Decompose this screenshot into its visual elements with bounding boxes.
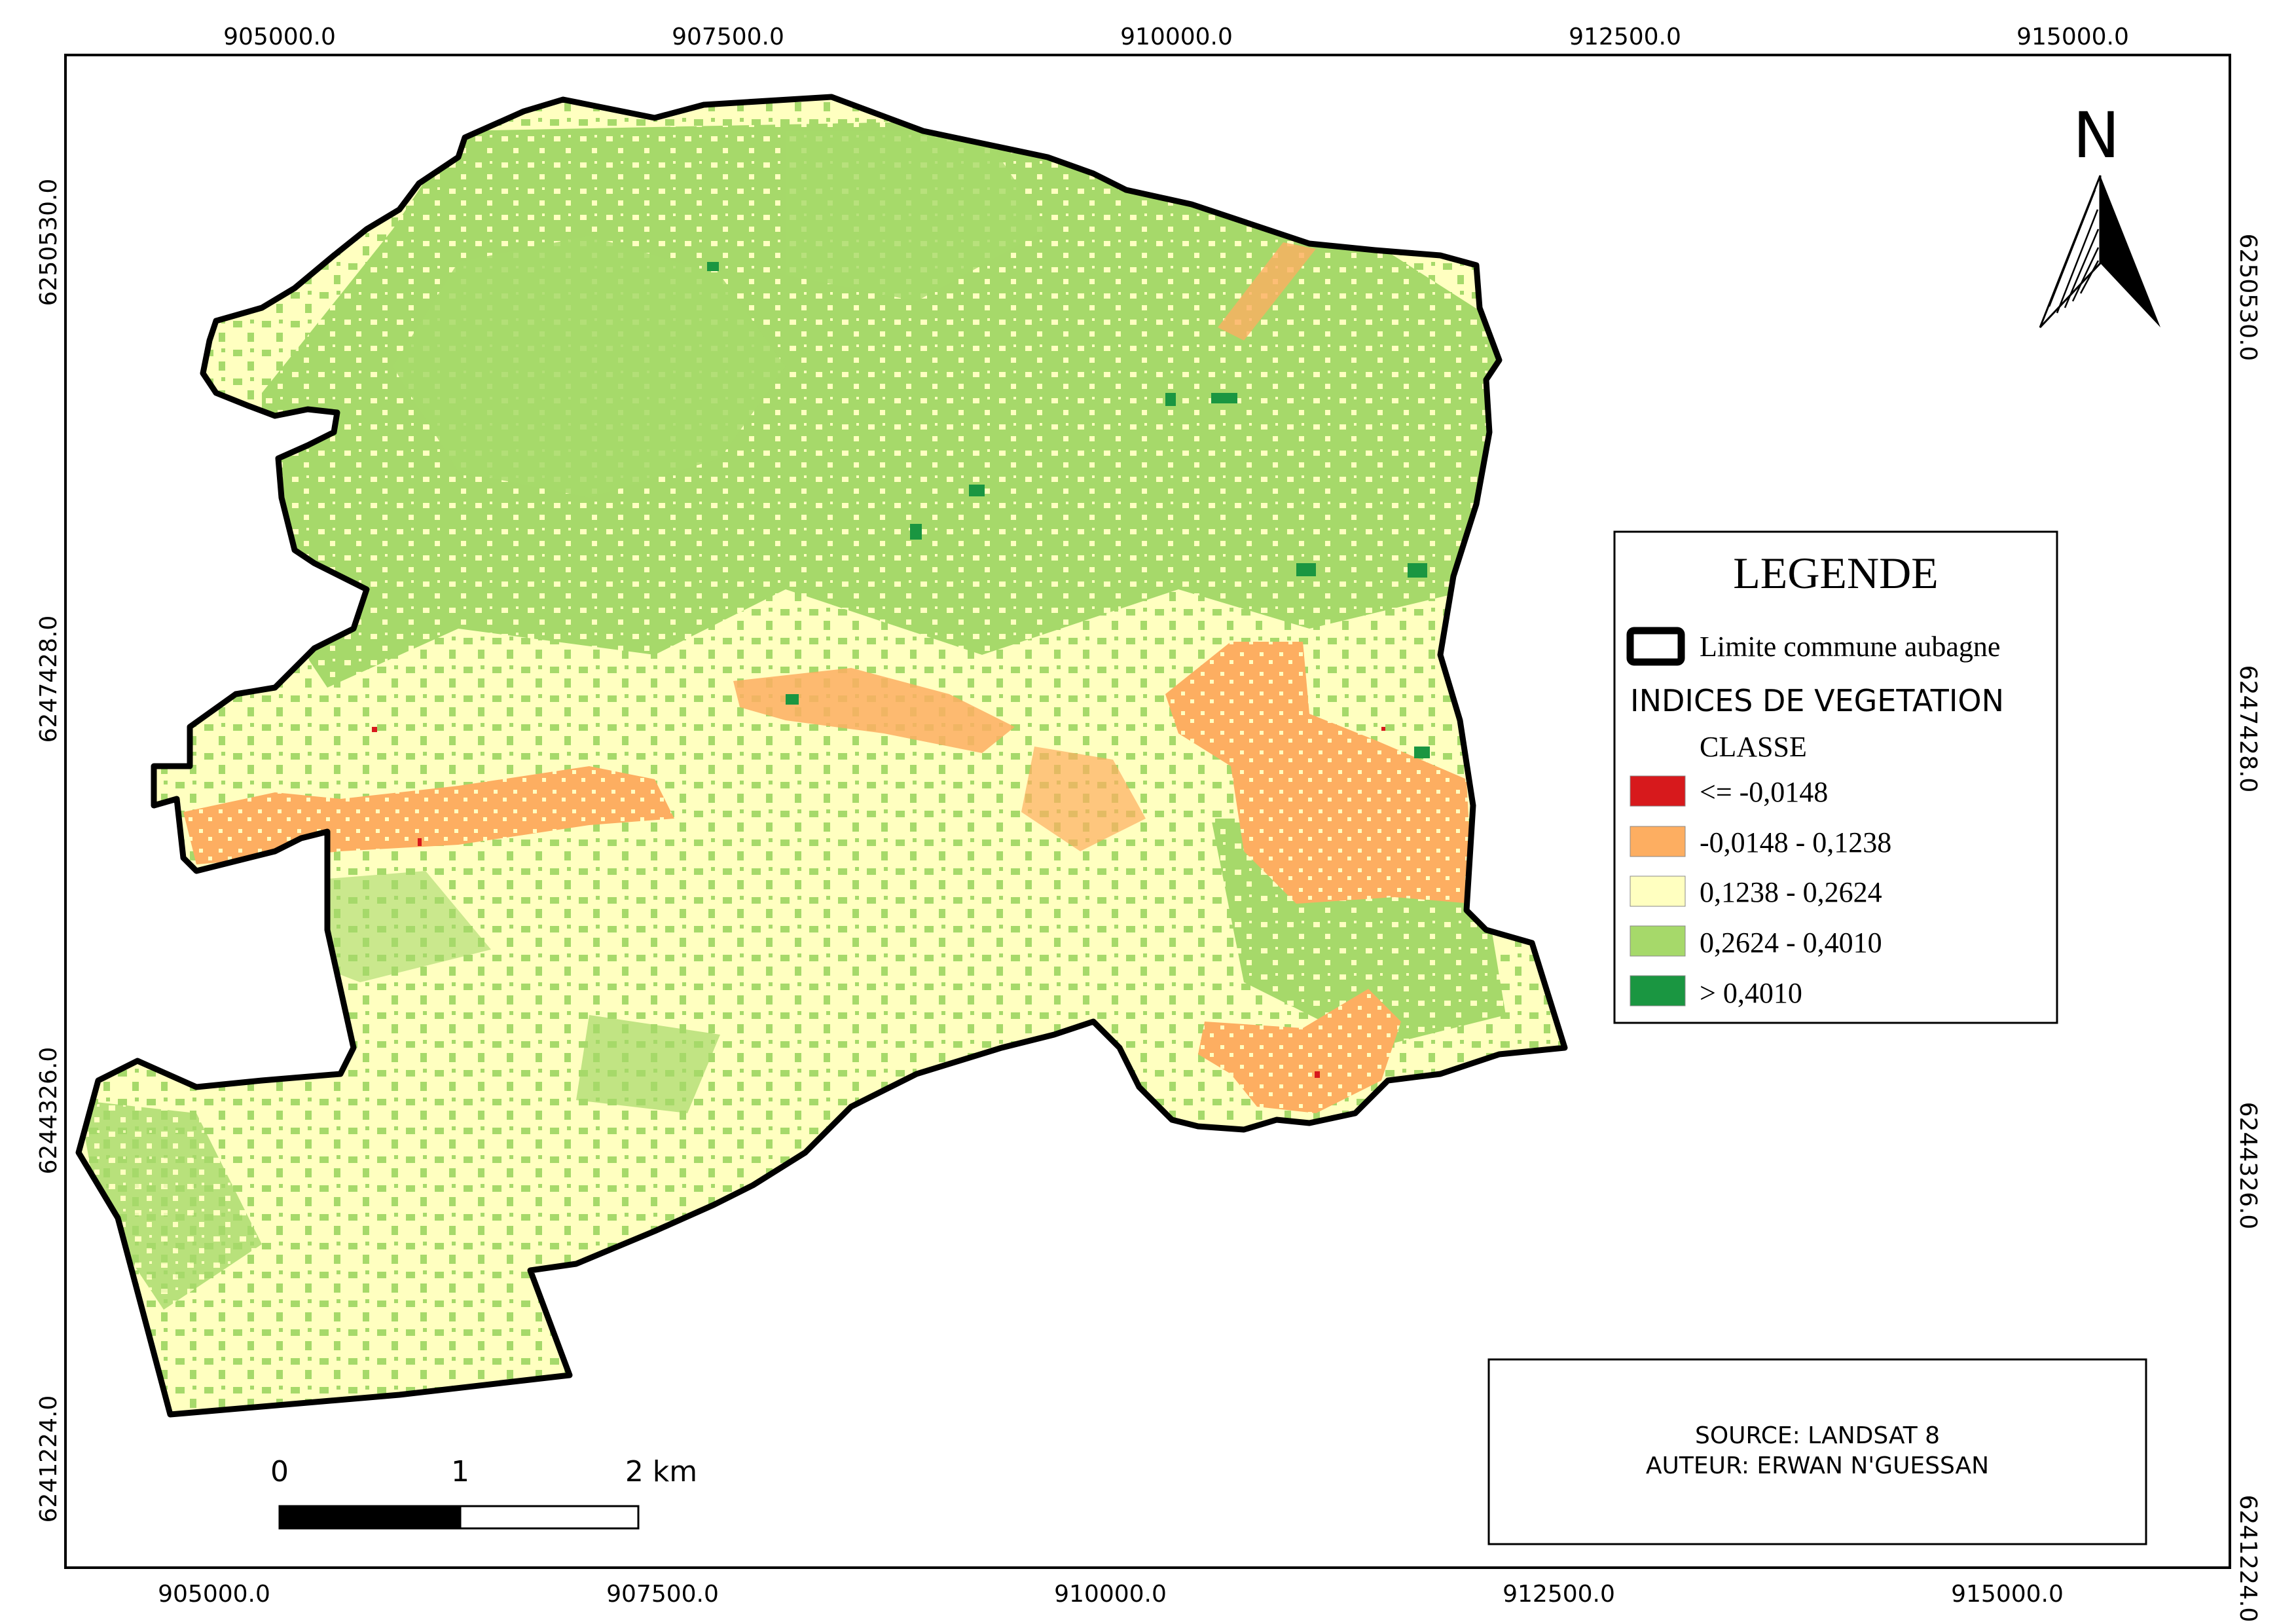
legend: LEGENDE Limite commune aubagne INDICES D…	[1613, 530, 2058, 1024]
scale-label: 0	[270, 1455, 289, 1488]
coord-bottom: 910000.0	[1054, 1581, 1167, 1608]
coord-labels-right: 6250530.0 6247428.0 6244326.0 6241224.0	[2234, 234, 2261, 1623]
legend-title: LEGENDE	[1733, 548, 1938, 598]
legend-class-label: 0,2624 - 0,4010	[1700, 927, 1882, 959]
scale-bar: 0 1 2 km	[270, 1455, 697, 1530]
coord-right: 6241224.0	[2234, 1495, 2261, 1623]
coord-left: 6247428.0	[35, 616, 62, 743]
north-label: N	[2073, 99, 2120, 172]
legend-section-title: INDICES DE VEGETATION	[1630, 683, 2004, 718]
commune-raster	[79, 97, 1565, 1414]
coord-labels-left: 6250530.0 6247428.0 6244326.0 6241224.0	[35, 179, 62, 1523]
coord-labels-bottom: 905000.0 907500.0 910000.0 912500.0 9150…	[158, 1581, 2064, 1608]
coord-top: 910000.0	[1120, 24, 1233, 50]
scale-label: 1	[451, 1455, 469, 1488]
coord-top: 912500.0	[1569, 24, 1681, 50]
legend-swatch	[1630, 876, 1686, 907]
credits-box: SOURCE: LANDSAT 8 AUTEUR: ERWAN N'GUESSA…	[1487, 1358, 2147, 1545]
coord-right: 6250530.0	[2234, 234, 2261, 361]
legend-swatch	[1630, 925, 1686, 957]
legend-class-label: 0,1238 - 0,2624	[1700, 876, 1882, 908]
north-arrow-icon: N	[2039, 99, 2160, 329]
vegetation-orange-zones	[183, 242, 1473, 1113]
coord-left: 6244326.0	[35, 1047, 62, 1175]
legend-class-label: > 0,4010	[1700, 977, 1802, 1009]
coord-right: 6244326.0	[2234, 1102, 2261, 1230]
legend-class-header: CLASSE	[1700, 731, 1807, 763]
legend-boundary-label: Limite commune aubagne	[1700, 631, 2000, 663]
scale-label: 2 km	[625, 1455, 697, 1488]
legend-swatch	[1630, 826, 1686, 857]
legend-boundary-swatch	[1626, 627, 1685, 666]
coord-left: 6241224.0	[35, 1395, 62, 1523]
credit-source: SOURCE: LANDSAT 8	[1695, 1422, 1940, 1449]
credit-author: AUTEUR: ERWAN N'GUESSAN	[1646, 1452, 1989, 1479]
coord-top: 905000.0	[223, 24, 336, 50]
vegetation-red-spots	[372, 727, 1385, 1078]
coord-bottom: 912500.0	[1503, 1581, 1615, 1608]
map-frame	[64, 54, 2231, 1569]
coord-labels-top: 905000.0 907500.0 910000.0 912500.0 9150…	[223, 24, 2129, 50]
coord-top: 907500.0	[672, 24, 784, 50]
coord-bottom: 915000.0	[1951, 1581, 2064, 1608]
coord-bottom: 907500.0	[606, 1581, 719, 1608]
coord-top: 915000.0	[2016, 24, 2129, 50]
coord-bottom: 905000.0	[158, 1581, 270, 1608]
legend-swatch	[1630, 775, 1686, 807]
coord-right: 6247428.0	[2234, 665, 2261, 793]
legend-swatch	[1630, 975, 1686, 1006]
legend-class-label: -0,0148 - 0,1238	[1700, 826, 1891, 858]
coord-left: 6250530.0	[35, 179, 62, 306]
legend-class-label: <= -0,0148	[1700, 776, 1828, 808]
